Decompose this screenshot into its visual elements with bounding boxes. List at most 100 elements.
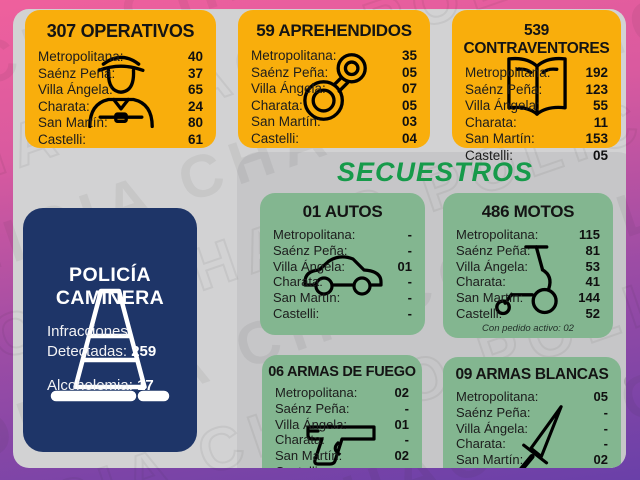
region-value: 61	[187, 131, 203, 147]
card-armas-blancas: 09 ARMAS BLANCAS Metropolitana: 05 Saénz P…	[443, 357, 621, 468]
region-label: Charata:	[38, 98, 90, 114]
region-label: Saénz Peña:	[38, 65, 116, 81]
region-label: Castelli:	[251, 130, 300, 146]
region-label: Charata:	[465, 114, 517, 130]
stat-row: San Martín: 80	[38, 115, 203, 132]
stats-list: Metropolitana: 40 Saénz Peña: 37 Villa Ángel…	[25, 49, 216, 148]
stat-row: Charata: 05	[251, 98, 417, 115]
infracciones-line2: Detectadas: 259	[47, 342, 197, 362]
region-value: -	[407, 274, 412, 290]
card-autos: 01 AUTOS Metropolitana: - Saénz Peña: - Vill…	[260, 193, 425, 335]
region-value: 55	[592, 98, 608, 113]
infracciones-value: 259	[131, 342, 157, 360]
stat-row: Villa Ángela: 55	[465, 98, 608, 115]
region-value: 01	[394, 416, 409, 432]
region-value: 123	[585, 81, 608, 97]
region-value: 05	[593, 389, 608, 404]
region-label: Castelli:	[275, 464, 321, 468]
region-label: Saénz Peña:	[456, 242, 531, 258]
stat-row: Charata: -	[456, 436, 608, 452]
stat-row: Saénz Peña: -	[456, 405, 608, 421]
region-value: 53	[585, 258, 600, 274]
alcoholemia-line: Alcoholemia: 17	[47, 376, 197, 396]
region-value: 05	[401, 64, 417, 80]
region-value: 01	[397, 258, 412, 274]
region-label: Metropolitana:	[275, 385, 358, 400]
stat-row: Charata: -	[275, 432, 409, 448]
region-label: Castelli:	[273, 305, 320, 321]
region-value: 24	[187, 98, 203, 114]
card-title: POLICÍA CAMINERA	[23, 208, 197, 310]
region-value: -	[407, 242, 412, 258]
region-value: 07	[401, 81, 417, 96]
region-label: Metropolitana:	[456, 389, 539, 404]
card-title: 486 MOTOS	[481, 202, 575, 221]
region-label: Villa Ángela:	[251, 81, 326, 96]
region-label: Saénz Peña:	[465, 81, 543, 97]
card-operativos: 307 OPERATIVOS Metropolitana: 40 Saénz Peñ…	[25, 10, 216, 148]
region-value: 52	[585, 305, 600, 321]
secuestros-section-title: SECUESTROS	[336, 157, 534, 187]
region-label: San Martín:	[251, 114, 321, 129]
stats-list: Metropolitana: 115 Saénz Peña: 81 Villa Ánge…	[443, 227, 613, 322]
infracciones-label-line1: Infracciones	[47, 323, 128, 340]
car-icon	[288, 223, 398, 323]
region-value: 40	[187, 49, 203, 64]
region-label: San Martín:	[465, 131, 535, 146]
stat-row: Saénz Peña: -	[273, 243, 412, 259]
region-label: Castelli:	[38, 131, 87, 147]
pistol-icon	[292, 389, 392, 468]
stat-row: Villa Ángela: -	[456, 421, 608, 437]
stat-row: Saénz Peña: 05	[251, 65, 417, 82]
region-value: 65	[187, 82, 203, 97]
card-title: 01 AUTOS	[302, 202, 383, 221]
stat-row: Saénz Peña: -	[275, 401, 409, 417]
stat-row: San Martín: 02	[456, 452, 608, 468]
region-value: -	[407, 290, 412, 306]
region-value: 37	[187, 65, 203, 81]
open-book-icon	[485, 35, 589, 139]
region-value: -	[603, 436, 608, 452]
region-label: Villa Ángela:	[456, 420, 529, 436]
region-label: San Martín:	[38, 115, 108, 130]
region-value: 05	[592, 147, 608, 163]
title-line: CAMINERA	[55, 287, 165, 309]
region-label: Saénz Peña:	[251, 64, 329, 80]
caminera-stats: Infracciones Detectadas: 259 Alcoholemia…	[47, 322, 197, 396]
handcuffs-icon	[282, 35, 386, 139]
region-value: 05	[401, 97, 417, 113]
region-value: 02	[394, 448, 409, 464]
stat-row: Castelli: 04	[251, 131, 417, 148]
card-motos: 486 MOTOS Metropolitana: 115 Saénz Peña: 81…	[443, 193, 613, 338]
region-value: 04	[401, 130, 417, 146]
region-value: 02	[394, 385, 409, 400]
card-title: 59 APREHENDIDOS	[256, 21, 412, 40]
region-value: 81	[585, 242, 600, 258]
stat-row: San Martín: 153	[465, 131, 608, 148]
stats-list: Metropolitana: 35 Saénz Peña: 05 Villa Ángel…	[238, 48, 430, 147]
region-value: 41	[585, 274, 600, 290]
stat-row: San Martín: 03	[251, 114, 417, 131]
region-label: Charata:	[275, 432, 325, 448]
stat-row: Castelli:	[275, 464, 409, 468]
region-label: Castelli:	[456, 305, 503, 321]
traffic-cone-icon	[35, 270, 185, 420]
stats-list: Metropolitana: 192 Saénz Peña: 123 Villa Áng…	[452, 65, 621, 164]
region-label: Charata:	[456, 274, 506, 290]
stat-row: Villa Ángela: 53	[456, 259, 600, 275]
card-title: 06 ARMAS DE FUEGO	[268, 364, 416, 380]
region-value: 153	[585, 131, 608, 146]
region-value: 03	[401, 114, 417, 129]
card-title: 09 ARMAS BLANCAS	[455, 366, 609, 383]
stats-list: Metropolitana: 05 Saénz Peña: - Villa Ángela…	[443, 389, 621, 468]
region-label: Villa Ángela:	[456, 258, 529, 274]
region-label: Metropolitana:	[273, 227, 356, 242]
stat-row: Villa Ángela: 01	[275, 417, 409, 433]
region-value: 192	[585, 65, 608, 80]
card-policia-caminera: POLICÍA CAMINERA Infracciones Detectadas…	[23, 208, 197, 452]
stat-row: Metropolitana: -	[273, 227, 412, 243]
stat-row: Charata: 41	[456, 274, 600, 290]
knife-icon	[480, 389, 584, 468]
infracciones-label-line2: Detectadas:	[47, 342, 128, 360]
region-label: San Martín:	[456, 452, 524, 468]
